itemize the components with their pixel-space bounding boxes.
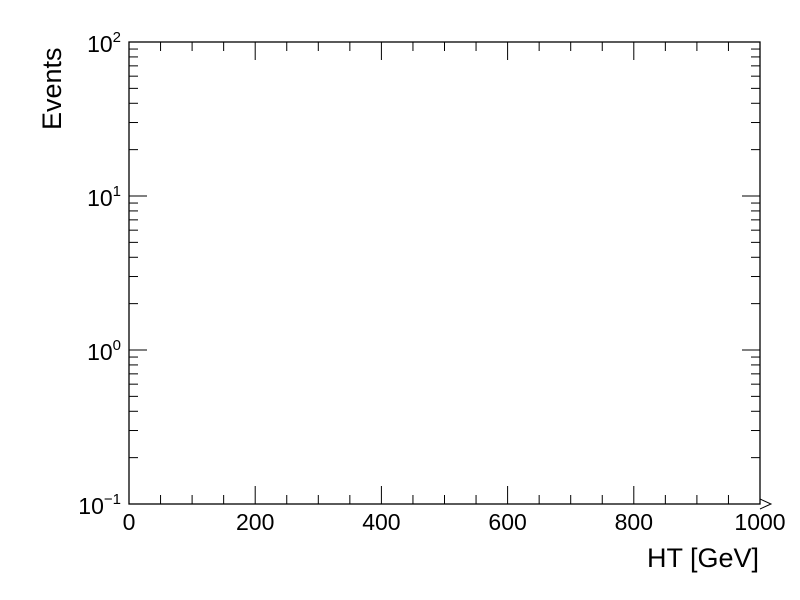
y-tick-label: 101 [87,183,121,211]
x-tick-label: 0 [123,509,136,535]
y-tick-label: 100 [87,337,121,365]
x-axis-arrow-icon [759,498,773,510]
x-axis-label: HT [GeV] [647,543,759,573]
y-axis-label: Events [37,47,67,130]
x-tick-label: 600 [488,509,526,535]
y-tick-label: 10−1 [78,491,121,519]
x-tick-label: 400 [362,509,400,535]
x-tick-label: 1000 [734,509,785,535]
y-tick-labels: 10−1 100 101 102 [78,29,121,519]
x-tick-labels: 0 200 400 600 800 1000 [123,509,786,535]
x-tick-label: 200 [236,509,274,535]
major-ticks [128,41,761,505]
x-tick-label: 800 [615,509,653,535]
y-tick-label: 102 [87,29,121,57]
plot-frame [128,41,761,505]
minor-ticks [129,42,760,504]
